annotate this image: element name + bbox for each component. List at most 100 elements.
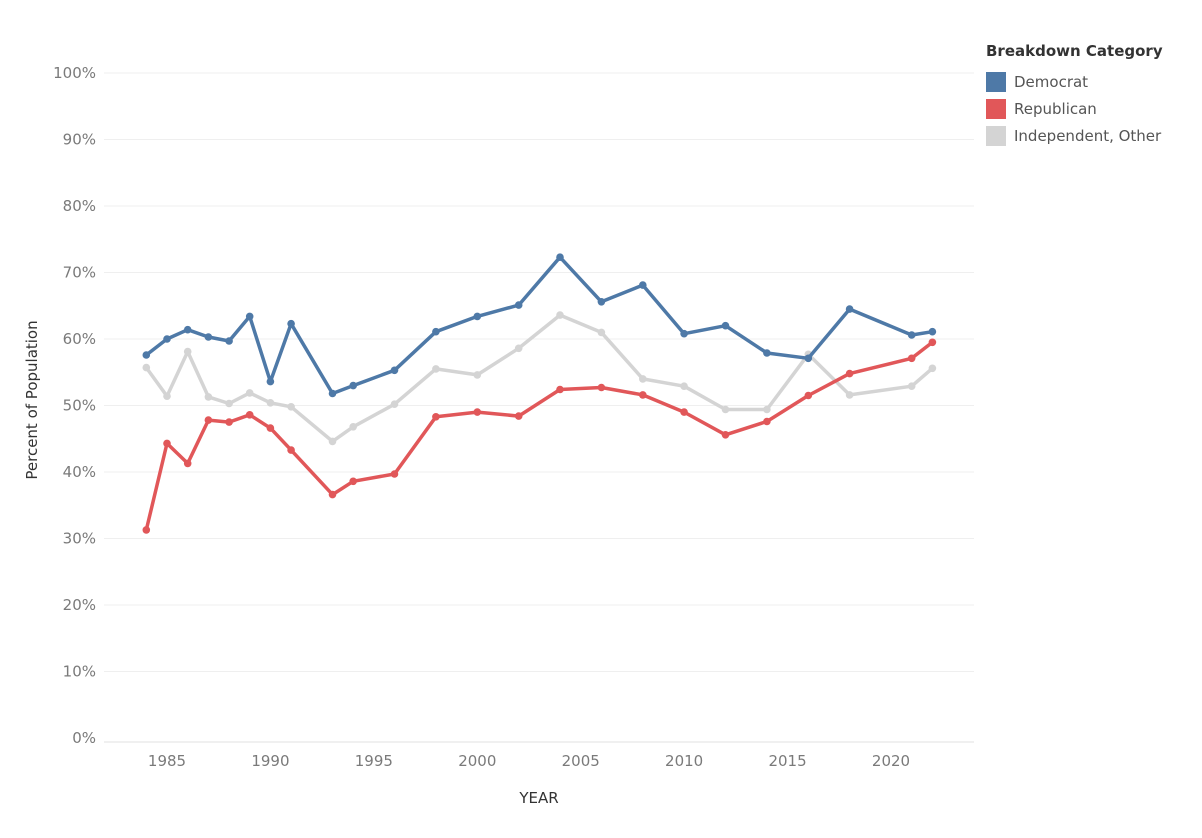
legend-title: Breakdown Category bbox=[986, 42, 1163, 60]
x-tick-label: 1995 bbox=[355, 752, 393, 770]
series-group bbox=[142, 253, 937, 534]
y-tick-label: 60% bbox=[63, 330, 96, 348]
data-point-democrat[interactable] bbox=[556, 253, 564, 261]
data-point-democrat[interactable] bbox=[245, 312, 254, 321]
x-tick-label: 2000 bbox=[458, 752, 496, 770]
data-point-independent-other[interactable] bbox=[473, 371, 482, 379]
data-point-democrat[interactable] bbox=[225, 337, 233, 345]
data-point-democrat[interactable] bbox=[432, 327, 440, 336]
x-tick-label: 2005 bbox=[562, 752, 600, 770]
data-point-republican[interactable] bbox=[763, 417, 771, 426]
series-democrat bbox=[142, 253, 937, 398]
data-point-democrat[interactable] bbox=[845, 305, 854, 313]
y-tick-label: 0% bbox=[72, 729, 96, 747]
data-point-republican[interactable] bbox=[928, 338, 937, 347]
data-point-democrat[interactable] bbox=[163, 335, 171, 343]
data-point-democrat[interactable] bbox=[204, 333, 213, 341]
y-axis-ticks: 0% 10% 20% 30% 40% 50% 60% 70% 80% 90% 100% bbox=[53, 64, 96, 747]
data-point-republican[interactable] bbox=[597, 383, 606, 392]
data-point-independent-other[interactable] bbox=[845, 391, 854, 399]
data-point-independent-other[interactable] bbox=[183, 347, 192, 356]
data-point-independent-other[interactable] bbox=[245, 389, 254, 397]
data-point-independent-other[interactable] bbox=[432, 365, 440, 373]
series-independent-other bbox=[142, 311, 937, 446]
data-point-republican[interactable] bbox=[804, 391, 813, 400]
data-point-independent-other[interactable] bbox=[266, 399, 275, 407]
y-tick-label: 10% bbox=[63, 663, 96, 681]
data-point-democrat[interactable] bbox=[680, 329, 688, 338]
data-point-independent-other[interactable] bbox=[287, 403, 295, 411]
legend-item-republican[interactable]: Republican bbox=[986, 95, 1198, 122]
data-point-republican[interactable] bbox=[204, 416, 213, 424]
data-point-independent-other[interactable] bbox=[225, 399, 233, 408]
data-point-republican[interactable] bbox=[287, 446, 295, 454]
data-point-republican[interactable] bbox=[721, 431, 730, 439]
data-point-republican[interactable] bbox=[473, 408, 482, 416]
data-point-independent-other[interactable] bbox=[390, 400, 399, 409]
legend-label-republican: Republican bbox=[1014, 99, 1097, 118]
legend-item-democrat[interactable]: Democrat bbox=[986, 68, 1198, 95]
data-point-democrat[interactable] bbox=[907, 331, 916, 339]
data-point-independent-other[interactable] bbox=[597, 328, 606, 337]
data-point-independent-other[interactable] bbox=[556, 311, 564, 319]
data-point-democrat[interactable] bbox=[804, 354, 813, 363]
data-point-independent-other[interactable] bbox=[514, 344, 523, 353]
x-tick-label: 2020 bbox=[872, 752, 910, 770]
data-point-independent-other[interactable] bbox=[204, 393, 213, 401]
y-tick-label: 30% bbox=[63, 530, 96, 548]
series-line-democrat bbox=[144, 255, 935, 396]
data-point-republican[interactable] bbox=[680, 408, 688, 416]
data-point-democrat[interactable] bbox=[514, 301, 523, 309]
data-point-democrat[interactable] bbox=[597, 298, 606, 306]
data-point-independent-other[interactable] bbox=[142, 363, 151, 372]
gridlines bbox=[104, 72, 974, 672]
data-point-republican[interactable] bbox=[142, 526, 151, 534]
y-tick-label: 90% bbox=[63, 131, 96, 149]
y-tick-label: 20% bbox=[63, 596, 96, 614]
y-axis-title: Percent of Population bbox=[23, 320, 41, 479]
data-point-republican[interactable] bbox=[390, 470, 399, 478]
data-point-independent-other[interactable] bbox=[349, 423, 358, 431]
data-point-independent-other[interactable] bbox=[163, 392, 171, 401]
data-point-democrat[interactable] bbox=[183, 325, 192, 334]
data-point-republican[interactable] bbox=[266, 424, 275, 432]
data-point-independent-other[interactable] bbox=[639, 375, 647, 383]
data-point-independent-other[interactable] bbox=[328, 437, 337, 446]
data-point-democrat[interactable] bbox=[349, 381, 358, 390]
data-point-democrat[interactable] bbox=[928, 327, 937, 336]
data-point-democrat[interactable] bbox=[763, 349, 771, 357]
data-point-republican[interactable] bbox=[514, 412, 523, 420]
data-point-independent-other[interactable] bbox=[928, 364, 937, 373]
x-tick-label: 2015 bbox=[768, 752, 806, 770]
data-point-democrat[interactable] bbox=[266, 377, 275, 386]
data-point-republican[interactable] bbox=[845, 369, 854, 378]
data-point-republican[interactable] bbox=[349, 477, 358, 486]
series-republican bbox=[142, 338, 937, 534]
data-point-independent-other[interactable] bbox=[763, 405, 771, 414]
data-point-republican[interactable] bbox=[163, 439, 171, 448]
data-point-democrat[interactable] bbox=[142, 351, 151, 359]
data-point-democrat[interactable] bbox=[390, 366, 399, 375]
data-point-republican[interactable] bbox=[245, 411, 254, 419]
data-point-democrat[interactable] bbox=[639, 281, 647, 289]
data-point-republican[interactable] bbox=[328, 490, 337, 499]
y-tick-label: 80% bbox=[63, 197, 96, 215]
data-point-democrat[interactable] bbox=[473, 312, 482, 321]
y-tick-label: 70% bbox=[63, 264, 96, 282]
x-axis-title: YEAR bbox=[518, 789, 558, 807]
data-point-republican[interactable] bbox=[556, 385, 564, 394]
data-point-independent-other[interactable] bbox=[721, 405, 730, 414]
data-point-democrat[interactable] bbox=[721, 321, 730, 330]
legend-label-democrat: Democrat bbox=[1014, 72, 1089, 91]
data-point-democrat[interactable] bbox=[287, 319, 295, 328]
data-point-democrat[interactable] bbox=[328, 389, 337, 398]
legend-item-independent-other[interactable]: Independent, Other bbox=[986, 122, 1198, 149]
data-point-independent-other[interactable] bbox=[680, 382, 688, 391]
data-point-republican[interactable] bbox=[225, 418, 233, 426]
data-point-republican[interactable] bbox=[639, 391, 647, 399]
data-point-republican[interactable] bbox=[907, 354, 916, 363]
data-point-republican[interactable] bbox=[432, 413, 440, 421]
data-point-independent-other[interactable] bbox=[907, 382, 916, 391]
data-point-republican[interactable] bbox=[183, 459, 192, 468]
x-tick-label: 1990 bbox=[251, 752, 289, 770]
